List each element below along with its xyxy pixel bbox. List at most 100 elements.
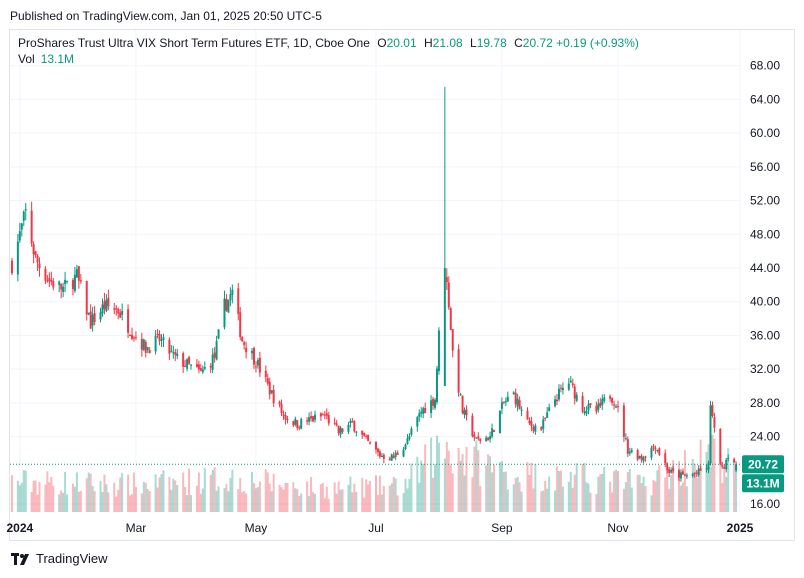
candle-body [154, 335, 157, 352]
candle-body [306, 420, 309, 422]
candle-body [127, 309, 130, 333]
volume-bar [251, 471, 254, 512]
volume-bar [378, 475, 381, 512]
candle-body [678, 470, 681, 478]
volume-bar [64, 472, 67, 512]
candle-body [479, 438, 482, 442]
volume-bar [603, 466, 606, 512]
candle-body [378, 451, 381, 457]
candle-body [630, 450, 633, 452]
candle-body [613, 404, 616, 406]
low-value: 19.78 [476, 36, 507, 50]
candle-body [18, 231, 21, 241]
candle-body [353, 420, 356, 432]
volume-bar [672, 460, 675, 512]
candle-body [733, 459, 736, 463]
candle-body [451, 329, 454, 351]
candle-body [471, 415, 474, 437]
volume-bar [526, 462, 529, 512]
candle-body [388, 458, 391, 461]
volume-bar [333, 482, 336, 512]
candle-body [323, 414, 326, 416]
candle-body [272, 389, 275, 404]
candle-body [404, 444, 407, 450]
tradingview-brand[interactable]: TradingView [11, 551, 108, 566]
volume-bar [365, 479, 368, 512]
candle-body [105, 299, 108, 312]
volume-bar [502, 472, 505, 512]
candle-body [595, 405, 598, 412]
volume-bar [308, 496, 311, 512]
candle-body [410, 428, 413, 435]
volume-bar [91, 485, 94, 512]
x-tick-label: Nov [607, 521, 628, 535]
candle-body [506, 396, 509, 402]
candle-body [434, 399, 437, 408]
volume-bar [432, 477, 435, 512]
candle-body [24, 209, 27, 211]
volume-bar [36, 494, 39, 512]
volume-bar [465, 447, 468, 512]
candle-body [500, 402, 503, 409]
volume-bar [60, 490, 63, 512]
candle-body [430, 400, 433, 413]
candle-body [156, 333, 159, 335]
candle-body [695, 472, 698, 474]
volume-bar [321, 483, 324, 512]
volume-bar [713, 438, 716, 512]
volume-bar [197, 472, 200, 512]
volume-bar [493, 464, 496, 512]
candle-body [557, 388, 560, 400]
candle-body [361, 430, 364, 435]
candle-body [99, 312, 102, 320]
volume-bar [626, 471, 629, 512]
candle-body [252, 348, 255, 365]
candle-body [713, 417, 716, 428]
candle-body [199, 368, 202, 371]
volume-bar [252, 482, 255, 512]
candle-body [355, 431, 358, 433]
volume-bar [209, 474, 212, 512]
last-price-tag [742, 455, 784, 474]
x-tick-label: Sep [491, 521, 513, 535]
candle-body [337, 425, 340, 433]
volume-bar [119, 477, 122, 512]
candle-body [609, 396, 612, 399]
volume-bar [10, 475, 13, 512]
candle-body [117, 309, 120, 314]
candle-body [654, 447, 657, 450]
volume-bar [129, 495, 132, 512]
x-tick-label: May [245, 521, 268, 535]
symbol-title[interactable]: ProShares Trust Ultra VIX Short Term Fut… [18, 36, 370, 50]
candle-body [528, 420, 531, 424]
y-tick-label: 68.00 [750, 59, 780, 73]
volume-bar [160, 473, 163, 512]
candle-body [77, 266, 80, 281]
candle-body [546, 412, 549, 418]
volume-bar [461, 454, 464, 512]
candle-body [144, 341, 147, 353]
candle-body [209, 365, 212, 368]
candle-body [188, 356, 191, 364]
candle-body [640, 455, 643, 460]
volume-bar [575, 463, 578, 512]
candle-body [457, 349, 460, 393]
volume-bar [270, 491, 273, 512]
candle-body [390, 454, 393, 461]
candle-body [473, 434, 476, 438]
candle-body [583, 411, 586, 413]
volume-bar [556, 466, 559, 512]
volume-bar [445, 441, 448, 512]
candle-body [556, 399, 559, 402]
candle-body [369, 442, 372, 444]
volume-bar [325, 486, 328, 512]
candle-body [270, 390, 273, 393]
chart-frame[interactable] [9, 29, 795, 541]
volume-bar [105, 484, 108, 512]
candle-body [416, 417, 419, 427]
volume-tag-label: 13.1M [746, 476, 779, 490]
candle-body [615, 406, 618, 408]
candle-body [569, 380, 572, 383]
volume-bar [156, 487, 159, 512]
